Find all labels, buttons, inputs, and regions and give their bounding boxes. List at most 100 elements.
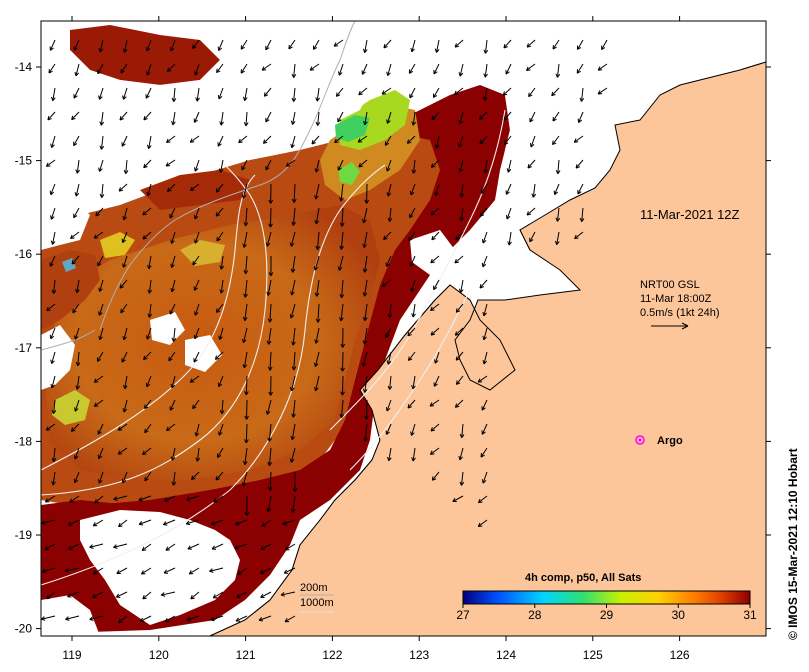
current-arrow: [529, 135, 536, 148]
current-arrow: [290, 255, 296, 273]
current-arrow: [258, 615, 272, 622]
current-arrow: [434, 39, 440, 53]
current-arrow: [311, 135, 320, 145]
current-arrow: [98, 471, 104, 484]
current-arrow: [387, 207, 393, 222]
colorbar-tick-label: 30: [672, 608, 686, 622]
current-arrow: [482, 327, 488, 341]
current-arrow: [555, 159, 561, 175]
current-arrow: [292, 471, 298, 493]
current-arrow: [171, 87, 177, 102]
current-arrow: [385, 327, 392, 338]
current-arrow: [194, 303, 200, 316]
current-arrow: [147, 255, 152, 270]
current-arrow: [364, 183, 370, 204]
current-arrow: [455, 351, 464, 361]
current-arrow: [49, 183, 56, 196]
map-plot: [41, 21, 766, 636]
current-arrow: [526, 207, 536, 216]
current-arrow: [194, 63, 200, 76]
current-arrow: [362, 207, 368, 224]
longitude-axis: 119 120 121 122 123 124 125 126: [62, 16, 690, 662]
current-arrow: [138, 519, 152, 526]
current-arrow: [290, 135, 296, 149]
current-arrow: [49, 39, 56, 51]
current-arrow: [167, 183, 176, 193]
current-arrow: [113, 543, 128, 549]
current-arrow: [552, 39, 560, 50]
current-arrow: [93, 375, 104, 383]
current-arrow: [552, 135, 560, 146]
current-arrow: [579, 87, 585, 102]
current-arrow: [242, 87, 248, 102]
current-arrow: [434, 183, 440, 196]
current-arrow: [481, 255, 488, 268]
current-arrow: [73, 87, 80, 99]
current-arrow: [407, 327, 416, 337]
current-arrow: [290, 111, 296, 125]
current-arrow: [146, 135, 152, 149]
current-arrow: [163, 519, 176, 526]
current-arrow: [188, 567, 200, 575]
current-arrow: [121, 231, 128, 244]
current-arrow: [387, 447, 392, 462]
current-arrow: [51, 447, 57, 462]
current-arrow: [241, 159, 248, 171]
current-arrow: [138, 495, 152, 502]
current-arrow: [385, 159, 392, 172]
current-arrow: [121, 351, 128, 363]
current-arrow: [314, 375, 320, 392]
current-arrow: [411, 447, 416, 462]
current-arrow: [477, 375, 488, 383]
current-arrow: [267, 303, 273, 323]
current-arrow: [454, 255, 464, 264]
current-arrow: [339, 279, 345, 299]
current-arrow: [340, 351, 345, 372]
latitude-tick-label: -17: [15, 341, 33, 355]
current-arrow: [97, 447, 104, 460]
current-arrow: [122, 87, 128, 100]
colorbar-gradient: [462, 590, 751, 605]
current-arrow: [170, 279, 176, 293]
current-arrow: [74, 327, 80, 340]
imos-credit: © IMOS 15-Mar-2021 12:10 Hobart: [786, 448, 800, 640]
current-arrow: [192, 399, 200, 410]
current-arrow: [480, 183, 488, 194]
current-arrow: [267, 423, 272, 442]
current-arrow: [554, 231, 560, 246]
current-arrow: [480, 447, 488, 458]
current-arrow: [452, 495, 464, 503]
current-arrow: [385, 255, 392, 267]
current-arrow: [193, 351, 200, 363]
current-arrow: [527, 159, 536, 169]
current-arrow: [50, 231, 56, 245]
current-arrow: [219, 279, 225, 294]
current-arrow: [122, 399, 128, 413]
current-arrow: [145, 87, 152, 99]
current-arrow: [381, 87, 392, 95]
current-arrow: [166, 423, 176, 431]
current-arrow: [92, 519, 104, 527]
current-arrow: [74, 183, 80, 197]
current-arrow: [387, 303, 393, 318]
current-arrow: [455, 231, 464, 241]
current-arrow: [99, 135, 105, 150]
current-arrow: [94, 495, 104, 504]
current-arrow: [64, 567, 80, 573]
current-arrow: [99, 183, 105, 198]
current-arrow: [160, 591, 176, 597]
shelf-contour: [41, 21, 356, 351]
current-arrow: [503, 39, 512, 49]
longitude-tick-label: 119: [62, 648, 81, 662]
current-arrow: [97, 255, 104, 267]
current-arrow: [236, 591, 248, 598]
current-arrow: [358, 159, 368, 168]
current-arrow: [432, 87, 440, 98]
current-arrow: [339, 207, 345, 227]
current-arrow: [267, 351, 273, 371]
current-arrow: [384, 135, 392, 146]
current-arrow: [67, 591, 80, 598]
current-arrow: [139, 615, 152, 622]
current-arrow: [576, 63, 584, 74]
current-arrow: [143, 111, 152, 121]
